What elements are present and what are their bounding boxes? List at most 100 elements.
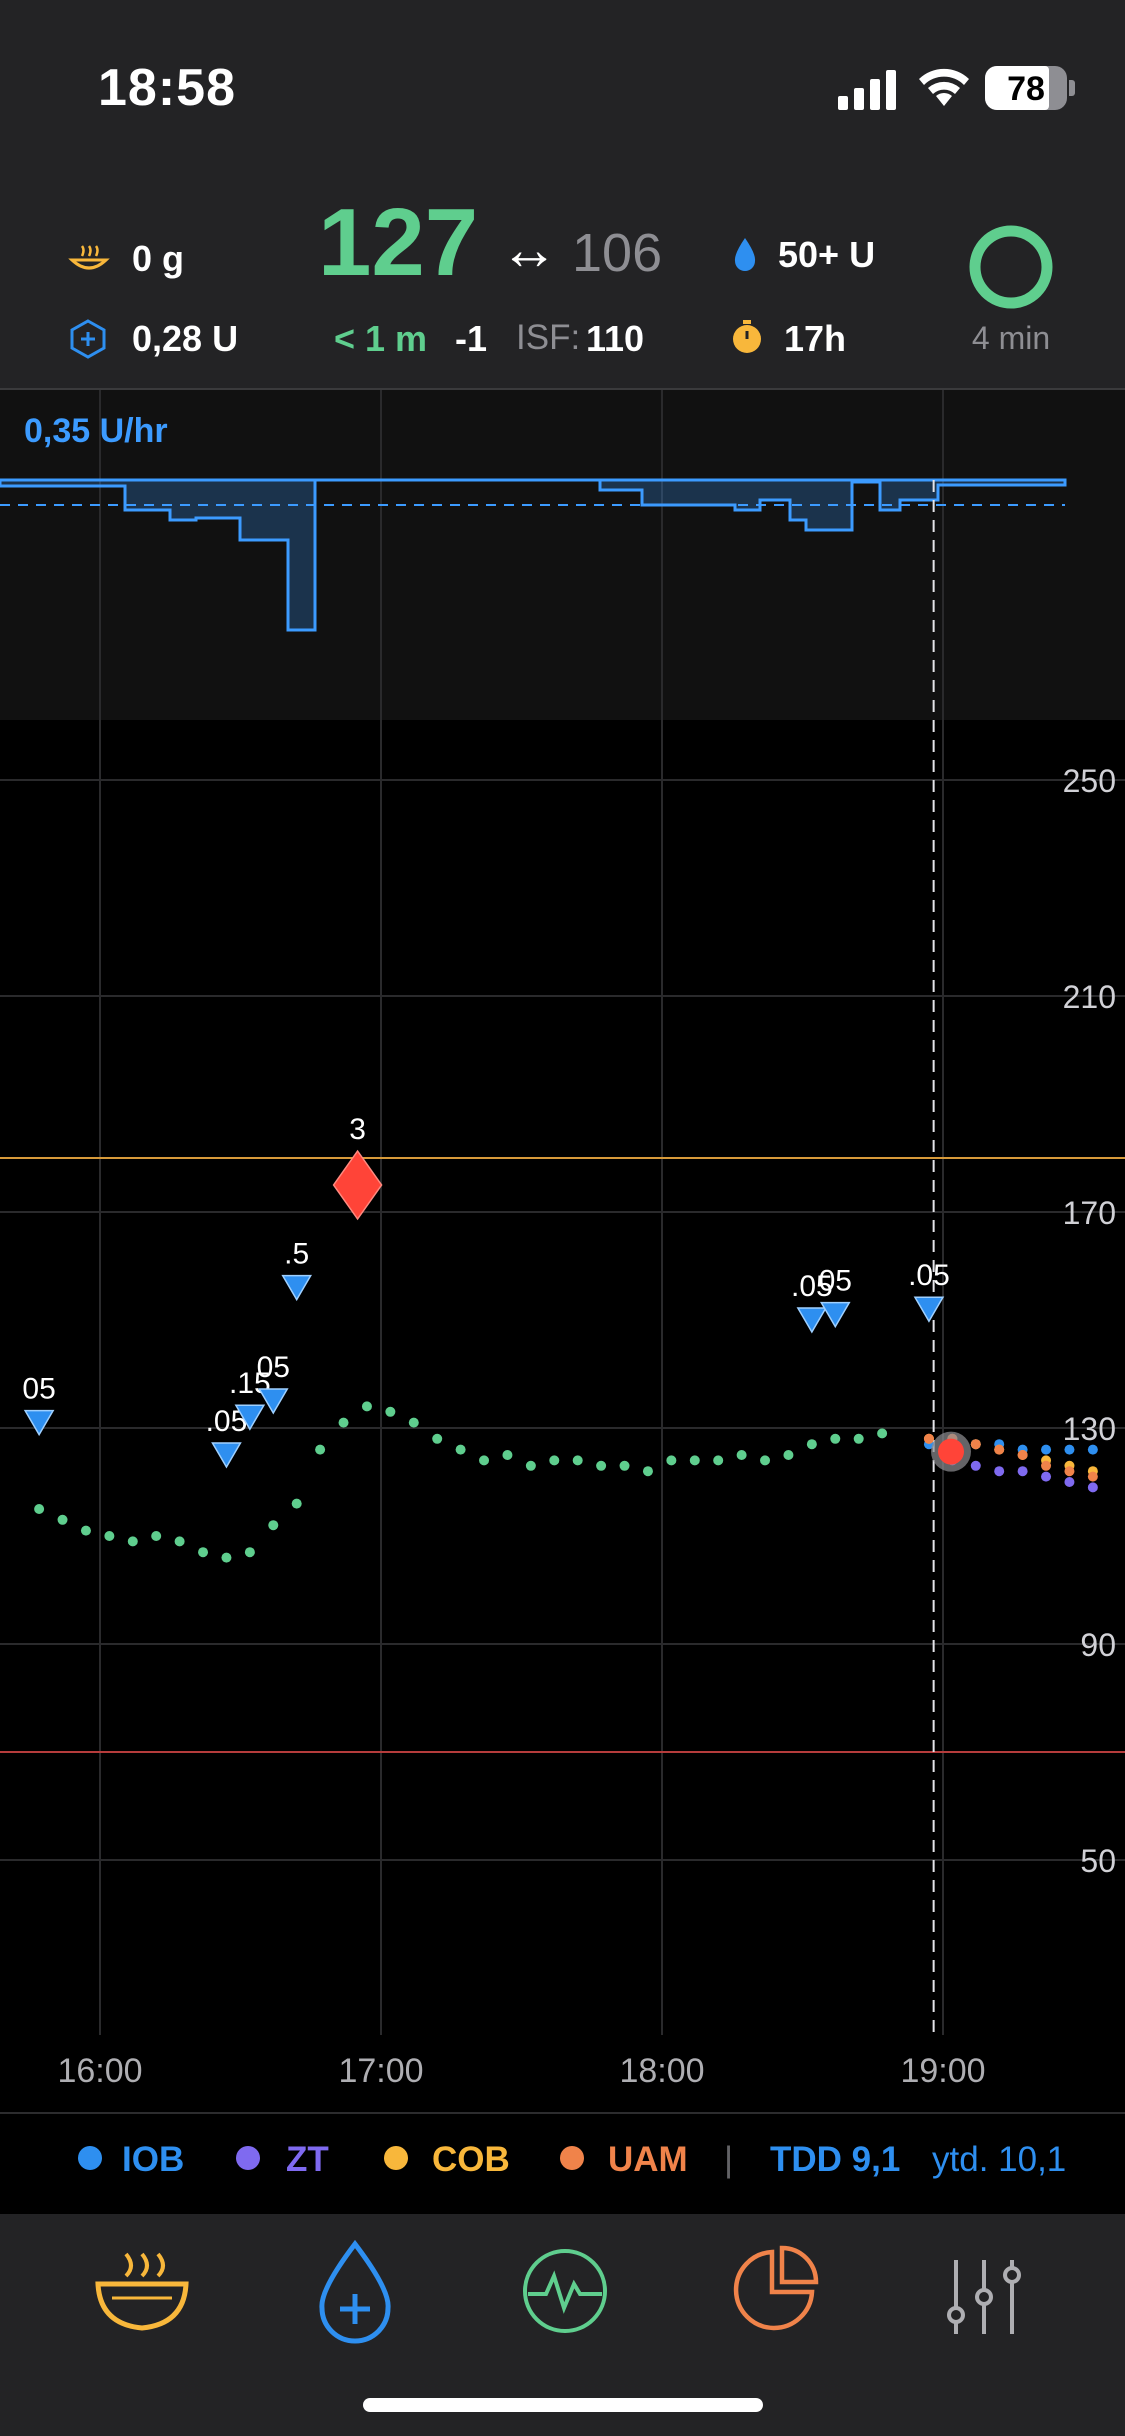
glucose-point	[104, 1531, 115, 1541]
y-tick-label: 130	[1063, 1411, 1116, 1447]
zt-dot-icon	[236, 2146, 260, 2170]
glucose-point	[596, 1460, 607, 1471]
y-axis-labels: 250 210 170 130 90 50	[1063, 763, 1116, 1879]
prediction-point-uam	[923, 1433, 934, 1444]
glucose-point	[385, 1406, 396, 1417]
glucose-point	[502, 1450, 513, 1460]
basal-rate-label: 0,35 U/hr	[24, 412, 168, 450]
x-tick-label: 18:00	[619, 2052, 704, 2090]
bolus-amount-label: 05	[257, 1351, 290, 1384]
trend-arrow-icon: ↔	[500, 217, 558, 282]
status-time: 18:58	[98, 59, 236, 117]
prediction-point-zt	[1064, 1477, 1075, 1487]
insulin-hexagon-icon	[70, 319, 106, 359]
bolus-amount-label: 05	[22, 1373, 55, 1406]
loop-last-run: 4 min	[971, 320, 1051, 356]
wifi-icon	[919, 68, 969, 106]
pump-age: 17h	[784, 318, 847, 359]
carb-amount-label: 3	[349, 1113, 366, 1146]
glucose-point	[408, 1417, 419, 1428]
glucose-point	[806, 1439, 817, 1450]
glucose-point	[549, 1455, 560, 1466]
carbs-bowl-icon	[68, 245, 110, 270]
glucose-point	[455, 1444, 466, 1455]
settings-icon[interactable]	[942, 2256, 1026, 2336]
bolus-amount-label: .5	[284, 1238, 309, 1271]
isf-value: 110	[586, 318, 645, 359]
bolus-triangle	[257, 1388, 289, 1415]
x-tick-label: 17:00	[338, 2052, 423, 2090]
stats-icon[interactable]	[730, 2244, 820, 2334]
glucose-point	[361, 1401, 372, 1412]
glucose-point	[760, 1455, 771, 1466]
bolus-triangle	[281, 1274, 313, 1302]
glucose-point	[619, 1460, 630, 1471]
carb-diamond	[332, 1149, 383, 1221]
glucose-delta: -1	[455, 318, 488, 359]
glucose-point	[642, 1466, 653, 1477]
legend-separator: |	[724, 2140, 734, 2179]
prediction-point-zt	[1087, 1482, 1098, 1493]
glucose-point	[877, 1428, 888, 1439]
glucose-point	[198, 1547, 209, 1558]
target-lines	[0, 1157, 1125, 1753]
current-glucose-marker	[931, 1431, 971, 1472]
bolus-triangle	[234, 1404, 266, 1431]
prediction-point-uam	[1087, 1471, 1098, 1482]
glucose-point	[315, 1444, 326, 1455]
cellular-signal-icon	[838, 70, 896, 110]
glucose-point	[57, 1514, 68, 1525]
legend-iob: IOB	[122, 2140, 185, 2179]
prediction-point-iob	[1087, 1444, 1098, 1455]
carb-markers: 3	[332, 1113, 383, 1221]
glucose-chart[interactable]: 250 210 170 130 90 50 16:00 17:00 18:00 19:00 05…	[0, 390, 1125, 2110]
basal-delivery-area	[0, 478, 1067, 632]
glucose-point	[151, 1531, 162, 1541]
chart-grid-horizontal	[0, 779, 1125, 1861]
glucose-point	[338, 1417, 349, 1428]
glucose-header[interactable]	[0, 180, 1125, 390]
y-tick-label: 90	[1080, 1627, 1116, 1663]
reservoir-level: 50+ U	[778, 234, 876, 275]
y-tick-label: 170	[1063, 1195, 1116, 1231]
y-tick-label: 50	[1080, 1843, 1116, 1879]
glucose-point	[268, 1520, 279, 1531]
glucose-point	[783, 1450, 794, 1460]
current-glucose: 127	[318, 189, 479, 296]
glucose-point	[291, 1498, 302, 1509]
battery-icon: 78	[985, 66, 1075, 110]
prediction-point-zt	[1041, 1471, 1052, 1482]
basal-profile	[0, 478, 1067, 632]
prediction-point-uam	[1017, 1450, 1028, 1460]
glucose-point	[174, 1536, 185, 1547]
insulin-on-board: 0,28 U	[132, 318, 239, 359]
glucose-point	[713, 1455, 724, 1466]
pump-age-timer-icon	[733, 320, 761, 353]
uam-dot-icon	[560, 2146, 584, 2170]
battery-level: 78	[1007, 70, 1045, 108]
glucose-point	[853, 1433, 864, 1444]
glucose-point	[127, 1536, 138, 1547]
prediction-point-zt	[1017, 1466, 1028, 1477]
eventual-glucose: 106	[572, 223, 663, 283]
glucose-point	[244, 1547, 255, 1558]
glucose-point	[80, 1525, 91, 1536]
glucose-readings	[34, 1401, 888, 1563]
loop-status-ring-icon[interactable]	[966, 222, 1056, 312]
total-daily-dose[interactable]: TDD 9,1	[770, 2140, 901, 2179]
last-reading-time: < 1 m	[334, 318, 428, 359]
carbs-icon[interactable]	[92, 2240, 192, 2340]
bolus-triangle	[796, 1307, 828, 1334]
bolus-triangle	[913, 1296, 945, 1323]
prediction-point-uam	[1041, 1460, 1052, 1471]
y-tick-label: 210	[1063, 979, 1116, 1015]
reservoir-drop-icon	[734, 238, 756, 271]
cgm-icon[interactable]	[520, 2246, 610, 2336]
legend-cob: COB	[432, 2140, 510, 2179]
iob-dot-icon	[78, 2146, 102, 2170]
isf-label: ISF:	[516, 318, 581, 357]
glucose-point	[689, 1455, 700, 1466]
glucose-point	[432, 1433, 443, 1444]
bolus-icon[interactable]	[310, 2238, 400, 2348]
